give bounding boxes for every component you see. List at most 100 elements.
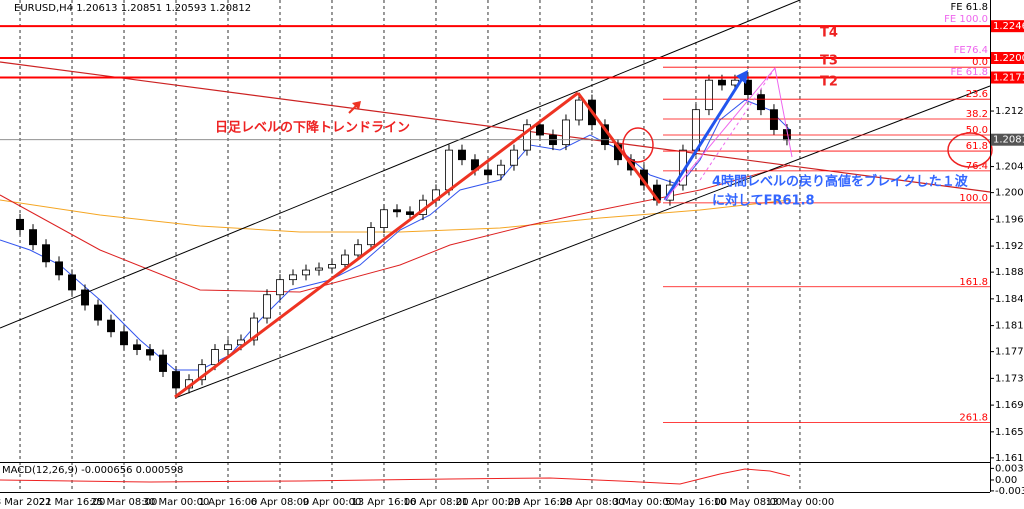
candle-body <box>107 319 115 333</box>
macd-signal <box>0 468 791 485</box>
x-tick-label: 23 Apr 16:00 <box>507 497 572 508</box>
y-tick-label: 1.16170 <box>995 453 1024 464</box>
fib-label: 50.0 <box>966 125 988 136</box>
x-tick-label: 13 May 00:00 <box>766 497 835 508</box>
candle-body <box>458 149 466 161</box>
y-tick-label: 1.18100 <box>995 321 1024 332</box>
candle-body <box>94 304 102 321</box>
arrow-head <box>736 70 748 84</box>
candle-body <box>289 274 297 281</box>
ma-mid <box>0 164 791 293</box>
x-tick-label: 5 May 16:00 <box>665 497 727 508</box>
candle-body <box>81 289 89 306</box>
fib-label: 261.8 <box>959 412 988 423</box>
price-tag-label: 1.22004 <box>993 53 1024 64</box>
wave-arrow <box>576 92 662 204</box>
candle-body <box>406 211 414 215</box>
candle-body <box>120 331 128 346</box>
candle-body <box>146 349 154 356</box>
candle-body <box>717 79 726 86</box>
wave-arrow <box>663 73 747 201</box>
wave-arrow <box>174 91 579 399</box>
channel-upper <box>0 0 801 329</box>
daily-trendline <box>0 61 991 193</box>
fib-label: 100.0 <box>959 193 988 204</box>
macd-label: MACD(12,26,9) -0.000656 0.000598 <box>2 465 183 476</box>
candle-body <box>691 109 700 151</box>
candle-body <box>263 294 271 319</box>
fib-label: 38.2 <box>966 109 988 120</box>
fe-label: FE 100.0 <box>944 14 988 25</box>
candle-body <box>159 354 167 372</box>
x-tick-label: 13 Apr 16:00 <box>351 497 416 508</box>
fe-label: FE76.4 <box>954 45 988 56</box>
price-tag-label: 1.21719 <box>993 73 1024 84</box>
candle-body <box>68 274 76 291</box>
candle-body <box>756 94 765 111</box>
candle-body <box>55 261 63 276</box>
x-tick-label: 16 Apr 08:00 <box>403 497 468 508</box>
arrow-head <box>352 101 361 110</box>
grid <box>19 0 801 492</box>
y-tick-label: 1.20420 <box>995 162 1024 173</box>
candle-body <box>393 209 401 213</box>
highlight-circle <box>947 132 993 168</box>
candle-body <box>380 209 388 228</box>
candle-body <box>211 349 219 366</box>
candle-body <box>16 218 24 231</box>
candle-body <box>743 79 752 95</box>
candle-body <box>29 229 37 246</box>
candle-body <box>704 79 713 111</box>
x-tick-label: 25 Mar 08:00 <box>91 497 158 508</box>
y-tick-label: 1.16940 <box>995 400 1024 411</box>
chart-title: EURUSD,H4 1.20613 1.20851 1.20593 1.2081… <box>14 3 251 14</box>
candle-body <box>237 339 245 346</box>
price-tag <box>991 71 1024 84</box>
candle-body <box>354 244 362 256</box>
candle-body <box>536 124 544 136</box>
fe-label: FE 61.8 <box>950 67 988 78</box>
annotation: 4時間レベルの戻り高値をブレイクした１波 <box>712 174 969 190</box>
fib-label: 0.0 <box>972 57 988 68</box>
candle-body <box>497 164 505 176</box>
y-tick-label: 1.21230 <box>995 106 1024 117</box>
fe-projection <box>699 67 776 181</box>
price-tag <box>991 133 1024 146</box>
macd-tick-label: -0.003538 <box>995 486 1024 497</box>
price-tag-label: 1.22468 <box>993 21 1024 32</box>
candle-body <box>510 149 518 166</box>
macd-tick-label: 0.003761 <box>995 463 1024 474</box>
price-tag <box>991 51 1024 64</box>
ma-slow <box>0 199 791 233</box>
fib-label: 161.8 <box>959 277 988 288</box>
candles <box>16 74 791 399</box>
y-tick-label: 1.18490 <box>995 294 1024 305</box>
x-tick-label: 1 Apr 16:00 <box>199 497 258 508</box>
x-tick-label: 6 Apr 08:00 <box>251 497 310 508</box>
candle-body <box>224 344 232 350</box>
candle-body <box>302 269 310 276</box>
candle-body <box>315 267 323 271</box>
candle-body <box>484 169 492 176</box>
candle-body <box>574 99 583 121</box>
candle-body <box>276 279 284 296</box>
annotation: 日足レベルの下降トレンドライン <box>215 120 410 136</box>
candle-body <box>328 264 336 269</box>
y-tick-label: 1.17330 <box>995 373 1024 384</box>
candle-body <box>561 119 570 146</box>
y-tick-label: 1.17720 <box>995 347 1024 358</box>
price-tag <box>991 20 1024 33</box>
macd-tick-label: 0.00 <box>995 475 1017 486</box>
fe-label: FE 61.8 <box>950 2 988 13</box>
candle-body <box>250 317 258 341</box>
x-tick-label: 3 May 00:00 <box>613 497 675 508</box>
x-tick-label: 9 Apr 00:00 <box>303 497 362 508</box>
target-label: T2 <box>820 75 838 90</box>
candle-body <box>133 344 141 350</box>
y-tick-label: 1.19650 <box>995 214 1024 225</box>
annotation: に対してFR61.8 <box>712 193 815 209</box>
fib-label: 23.6 <box>966 89 988 100</box>
price-tag-label: 1.20812 <box>993 135 1024 146</box>
y-tick-label: 1.16550 <box>995 427 1024 438</box>
